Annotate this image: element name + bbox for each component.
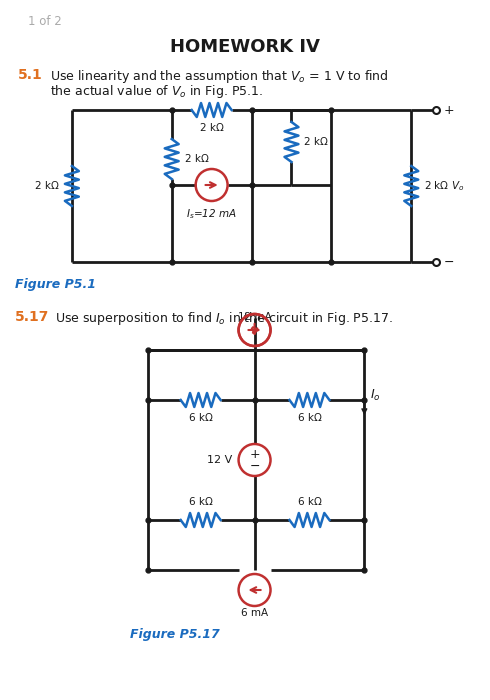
Text: −: − <box>443 256 454 269</box>
Text: 1 of 2: 1 of 2 <box>28 15 62 28</box>
Text: $I_o$: $I_o$ <box>370 388 381 402</box>
Text: +: + <box>443 104 454 116</box>
Text: 2 kΩ: 2 kΩ <box>185 154 209 164</box>
Text: Figure P5.1: Figure P5.1 <box>15 278 96 291</box>
Text: the actual value of $V_o$ in Fig. P5.1.: the actual value of $V_o$ in Fig. P5.1. <box>50 83 263 100</box>
Text: +: + <box>249 447 260 461</box>
Text: 5.1: 5.1 <box>18 68 43 82</box>
Text: 12 V: 12 V <box>207 455 233 465</box>
Text: 12 mA: 12 mA <box>238 312 271 322</box>
Text: 2 kΩ $V_o$: 2 kΩ $V_o$ <box>424 179 465 193</box>
Text: 6 kΩ: 6 kΩ <box>297 413 321 423</box>
Text: $I_s$=12 mA: $I_s$=12 mA <box>186 207 237 220</box>
Text: −: − <box>249 459 260 473</box>
Text: 6 kΩ: 6 kΩ <box>297 497 321 507</box>
Text: 6 kΩ: 6 kΩ <box>189 497 213 507</box>
Text: 5.17: 5.17 <box>15 310 49 324</box>
Text: Use superposition to find $I_o$ in the circuit in Fig. P5.17.: Use superposition to find $I_o$ in the c… <box>55 310 393 327</box>
Text: HOMEWORK IV: HOMEWORK IV <box>170 38 319 56</box>
Text: 2 kΩ: 2 kΩ <box>35 181 59 191</box>
Text: Use linearity and the assumption that $V_o$ = 1 V to find: Use linearity and the assumption that $V… <box>50 68 389 85</box>
Text: 2 kΩ: 2 kΩ <box>304 137 328 147</box>
Text: 6 mA: 6 mA <box>241 608 268 618</box>
Text: 2 kΩ: 2 kΩ <box>200 123 223 133</box>
Text: Figure P5.17: Figure P5.17 <box>130 628 220 641</box>
Text: 6 kΩ: 6 kΩ <box>189 413 213 423</box>
